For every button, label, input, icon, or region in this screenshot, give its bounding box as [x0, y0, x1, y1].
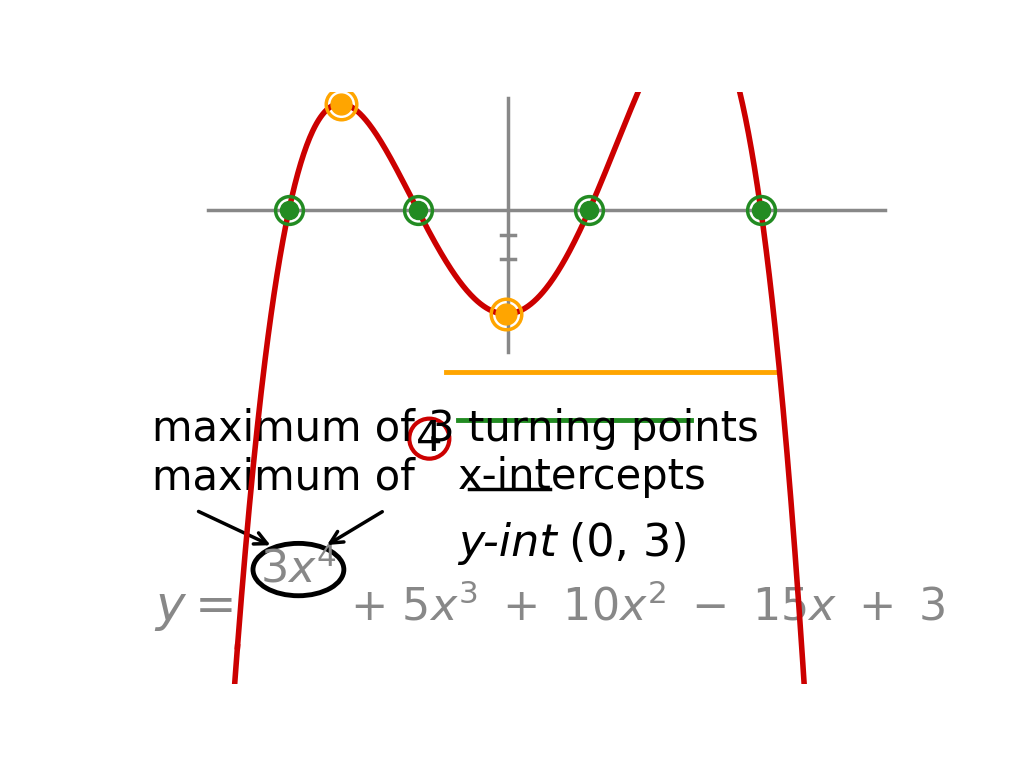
Text: x-intercepts: x-intercepts: [458, 456, 707, 498]
Text: 4: 4: [416, 418, 442, 460]
Text: maximum of 3 turning points: maximum of 3 turning points: [153, 408, 759, 450]
Text: $3x^4$: $3x^4$: [260, 548, 337, 591]
Text: maximum of: maximum of: [153, 456, 415, 498]
Text: $y=$: $y=$: [154, 585, 232, 633]
Text: $+\ 5x^3\ +\ 10x^2\ -\ 15x\ +\ 3$: $+\ 5x^3\ +\ 10x^2\ -\ 15x\ +\ 3$: [350, 585, 945, 630]
Text: (0, 3): (0, 3): [569, 521, 689, 564]
Text: y-int: y-int: [459, 521, 557, 564]
